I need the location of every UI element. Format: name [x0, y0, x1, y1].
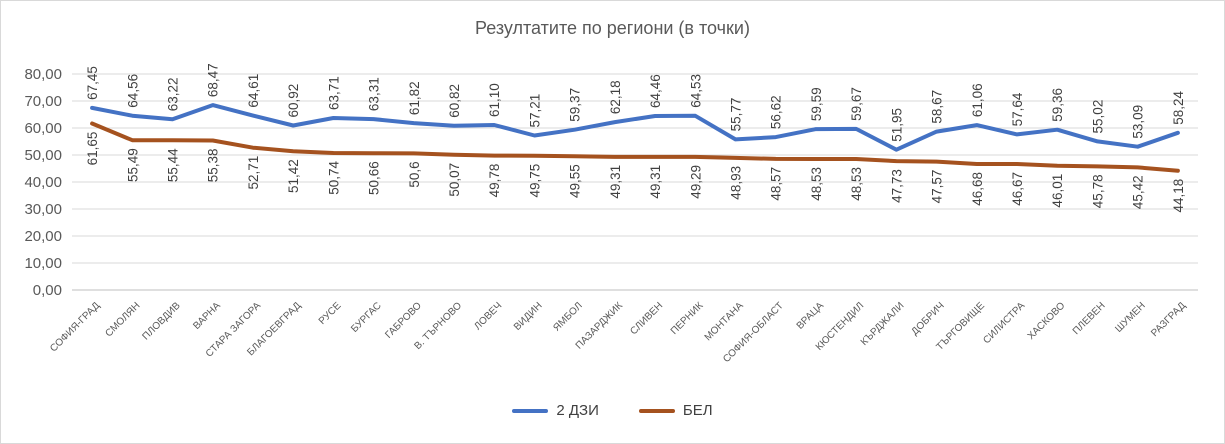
data-label: 63,71: [326, 76, 341, 110]
data-label: 49,55: [568, 164, 583, 198]
data-label: 61,06: [970, 83, 985, 117]
x-tick-label: СОФИЯ-ГРАД: [48, 300, 102, 354]
series-line-0: [90, 103, 1180, 152]
data-label: 59,67: [849, 87, 864, 121]
legend-label-series-1: БЕЛ: [682, 402, 713, 419]
data-label: 50,07: [447, 163, 462, 197]
legend-label-series-0: 2 ДЗИ: [556, 402, 599, 419]
data-label: 48,53: [809, 167, 824, 201]
data-label: 50,6: [407, 161, 422, 187]
x-tick-label: ЛОВЕЧ: [472, 300, 504, 332]
series-line-1: [90, 121, 1180, 173]
x-tick-label: ХАСКОВО: [1026, 300, 1068, 342]
data-label: 55,49: [125, 148, 140, 182]
data-label: 45,78: [1090, 174, 1105, 208]
data-label: 49,75: [527, 164, 542, 198]
data-label: 45,42: [1131, 175, 1146, 209]
data-label: 56,62: [769, 95, 784, 129]
chart-title: Резултатите по региони (в точки): [475, 18, 750, 38]
data-label: 48,57: [769, 167, 784, 201]
y-tick-label: 0,00: [33, 282, 62, 299]
x-tick-label: ВИДИН: [512, 300, 545, 333]
data-label: 61,10: [487, 83, 502, 117]
legend-item-series-1: БЕЛ: [638, 402, 713, 419]
y-tick-label: 40,00: [24, 174, 62, 191]
data-label: 52,71: [246, 156, 261, 190]
data-label: 68,47: [206, 63, 221, 97]
data-label: 67,45: [85, 66, 100, 100]
y-tick-label: 80,00: [24, 66, 62, 83]
data-label: 49,31: [648, 165, 663, 199]
data-label: 55,02: [1090, 100, 1105, 134]
data-label: 61,65: [85, 132, 100, 166]
legend: 2 ДЗИ БЕЛ: [0, 402, 1225, 419]
data-label: 49,31: [608, 165, 623, 199]
legend-item-series-0: 2 ДЗИ: [512, 402, 599, 419]
legend-swatch-series-1: [638, 408, 675, 413]
x-tick-label: МОНТАНА: [703, 300, 746, 343]
data-label: 53,09: [1131, 105, 1146, 139]
y-tick-label: 70,00: [24, 93, 62, 110]
data-label: 64,53: [688, 74, 703, 108]
x-tick-label: БУРГАС: [349, 300, 383, 334]
data-label: 62,18: [608, 80, 623, 114]
x-tick-label: ПЛОВДИВ: [141, 300, 183, 342]
data-label: 46,68: [970, 172, 985, 206]
data-label: 51,95: [889, 108, 904, 142]
data-label: 44,18: [1171, 179, 1186, 213]
data-label: 60,92: [286, 84, 301, 118]
data-label: 47,73: [889, 169, 904, 203]
data-label: 48,53: [849, 167, 864, 201]
data-label: 63,31: [367, 77, 382, 111]
data-label: 55,38: [206, 148, 221, 182]
x-tick-label: РУСЕ: [317, 300, 344, 327]
data-label: 60,82: [447, 84, 462, 118]
data-label: 47,57: [930, 170, 945, 204]
x-tick-label: СИЛИСТРА: [981, 300, 1027, 346]
data-label: 58,24: [1171, 90, 1186, 124]
x-tick-label: ГАБРОВО: [383, 300, 424, 341]
data-label: 64,61: [246, 74, 261, 108]
data-label: 49,78: [487, 164, 502, 198]
data-label: 59,36: [1050, 88, 1065, 122]
x-tick-label: ЯМБОЛ: [551, 300, 584, 333]
x-tick-label: СЛИВЕН: [628, 300, 665, 337]
x-tick-label: ПЕРНИК: [669, 300, 706, 337]
data-label: 57,21: [527, 94, 542, 128]
x-tick-label: ШУМЕН: [1113, 300, 1147, 334]
y-tick-label: 50,00: [24, 147, 62, 164]
data-label: 51,42: [286, 159, 301, 193]
data-label: 64,46: [648, 74, 663, 108]
data-label: 46,67: [1010, 172, 1025, 206]
x-tick-label: КЪРДЖАЛИ: [859, 300, 907, 348]
data-label: 64,56: [125, 74, 140, 108]
data-label: 50,74: [326, 161, 341, 195]
data-label: 55,77: [729, 98, 744, 132]
x-tick-label: РАЗГРАД: [1149, 300, 1188, 339]
data-label: 61,82: [407, 81, 422, 115]
y-tick-label: 20,00: [24, 228, 62, 245]
x-tick-label: ВАРНА: [191, 300, 223, 332]
data-label: 58,67: [930, 90, 945, 124]
data-label: 50,66: [367, 161, 382, 195]
y-tick-label: 30,00: [24, 201, 62, 218]
data-label: 57,64: [1010, 92, 1025, 126]
data-label: 49,29: [688, 165, 703, 199]
x-tick-label: ВРАЦА: [795, 300, 827, 332]
data-label: 55,44: [166, 148, 181, 182]
legend-swatch-series-0: [512, 408, 549, 413]
y-tick-label: 60,00: [24, 120, 62, 137]
data-label: 46,01: [1050, 174, 1065, 208]
x-tick-label: ПЛЕВЕН: [1071, 300, 1108, 337]
data-label: 59,37: [568, 88, 583, 122]
data-label: 59,59: [809, 87, 824, 121]
data-label: 63,22: [166, 78, 181, 112]
y-tick-label: 10,00: [24, 255, 62, 272]
x-tick-label: ДОБРИЧ: [910, 300, 947, 337]
data-label: 48,93: [729, 166, 744, 200]
x-tick-label: СМОЛЯН: [103, 300, 142, 339]
